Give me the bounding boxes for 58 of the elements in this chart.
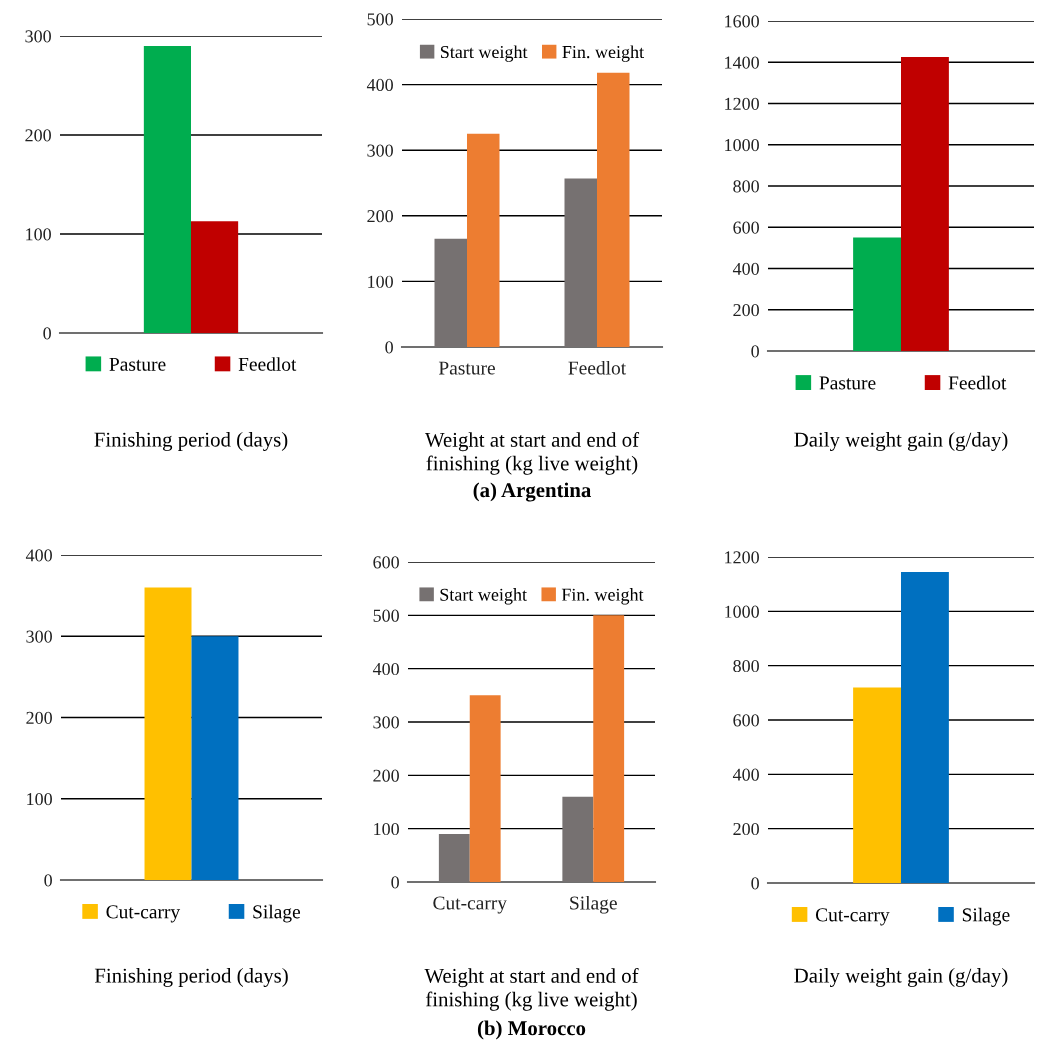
y-tick-label: 300	[373, 716, 399, 729]
y-tick-label: 600	[733, 221, 759, 234]
y-tick-label: 800	[733, 659, 759, 673]
text: (a) Argentina	[473, 482, 591, 502]
y-tick-label: 1400	[725, 56, 759, 69]
legend-label: Fin. weight	[561, 588, 644, 605]
legend-label: Start weight	[440, 45, 528, 62]
text: (b) Morocco	[477, 1020, 586, 1040]
x-axis-title: Daily weight gain (g/day)	[794, 968, 1008, 987]
y-tick-label: 100	[368, 275, 393, 288]
y-tick-label: 1600	[725, 15, 759, 28]
bar	[469, 695, 501, 882]
y-tick-label: 0	[43, 327, 51, 340]
x-axis-title: Finishing period (days)	[94, 432, 288, 451]
bar	[593, 615, 625, 882]
legend-label: Start weight	[440, 588, 527, 605]
x-axis-title: Finishing period (days)	[94, 968, 288, 987]
y-tick-label: 800	[733, 180, 759, 193]
y-tick-label: 500	[367, 13, 393, 26]
y-tick-label: 200	[733, 822, 759, 836]
y-tick-label: 1000	[725, 139, 759, 152]
y-tick-label: 400	[366, 78, 393, 92]
y-tick-label: 1200	[725, 97, 759, 110]
legend-label: Fin. weight	[562, 45, 644, 62]
bar	[467, 133, 500, 347]
y-tick-label: 0	[44, 874, 52, 887]
y-tick-label: 300	[367, 144, 393, 157]
y-tick-label: 0	[751, 345, 759, 358]
y-tick-label: 0	[385, 341, 393, 354]
y-tick-label: 100	[26, 228, 51, 241]
legend-label: Cut-carry	[815, 908, 890, 926]
y-tick-label: 400	[732, 262, 759, 275]
y-tick-label: 300	[26, 630, 52, 643]
y-tick-label: 1200	[725, 551, 759, 564]
y-tick-label: 1000	[725, 605, 759, 618]
y-tick-label: 600	[733, 714, 759, 727]
y-tick-label: 0	[751, 877, 759, 890]
y-tick-label: 600	[373, 556, 399, 569]
y-tick-label: 100	[374, 822, 399, 836]
y-tick-label: 200	[26, 711, 52, 724]
y-tick-label: 400	[372, 662, 399, 676]
x-axis-title: Weight at start and end of finishing (kg live weight)	[424, 968, 639, 1011]
y-tick-label: 300	[25, 30, 51, 43]
legend-label: Pasture	[819, 376, 876, 390]
y-tick-label: 400	[732, 768, 759, 781]
legend-label: Silage	[962, 907, 1010, 926]
y-tick-label: 100	[27, 793, 52, 806]
x-axis-title: Daily weight gain (g/day)	[794, 432, 1008, 451]
legend-label: Feedlot	[948, 375, 1007, 390]
y-tick-label: 200	[733, 304, 759, 317]
y-tick-label: 0	[391, 876, 399, 889]
y-tick-label: 500	[373, 609, 399, 622]
x-axis-title: Weight at start and end of finishing (kg live weight)	[424, 432, 640, 475]
y-tick-label: 400	[25, 549, 52, 562]
y-tick-label: 200	[25, 129, 51, 142]
y-tick-label: 200	[373, 769, 399, 782]
bar	[597, 72, 630, 347]
y-tick-label: 200	[367, 210, 393, 223]
